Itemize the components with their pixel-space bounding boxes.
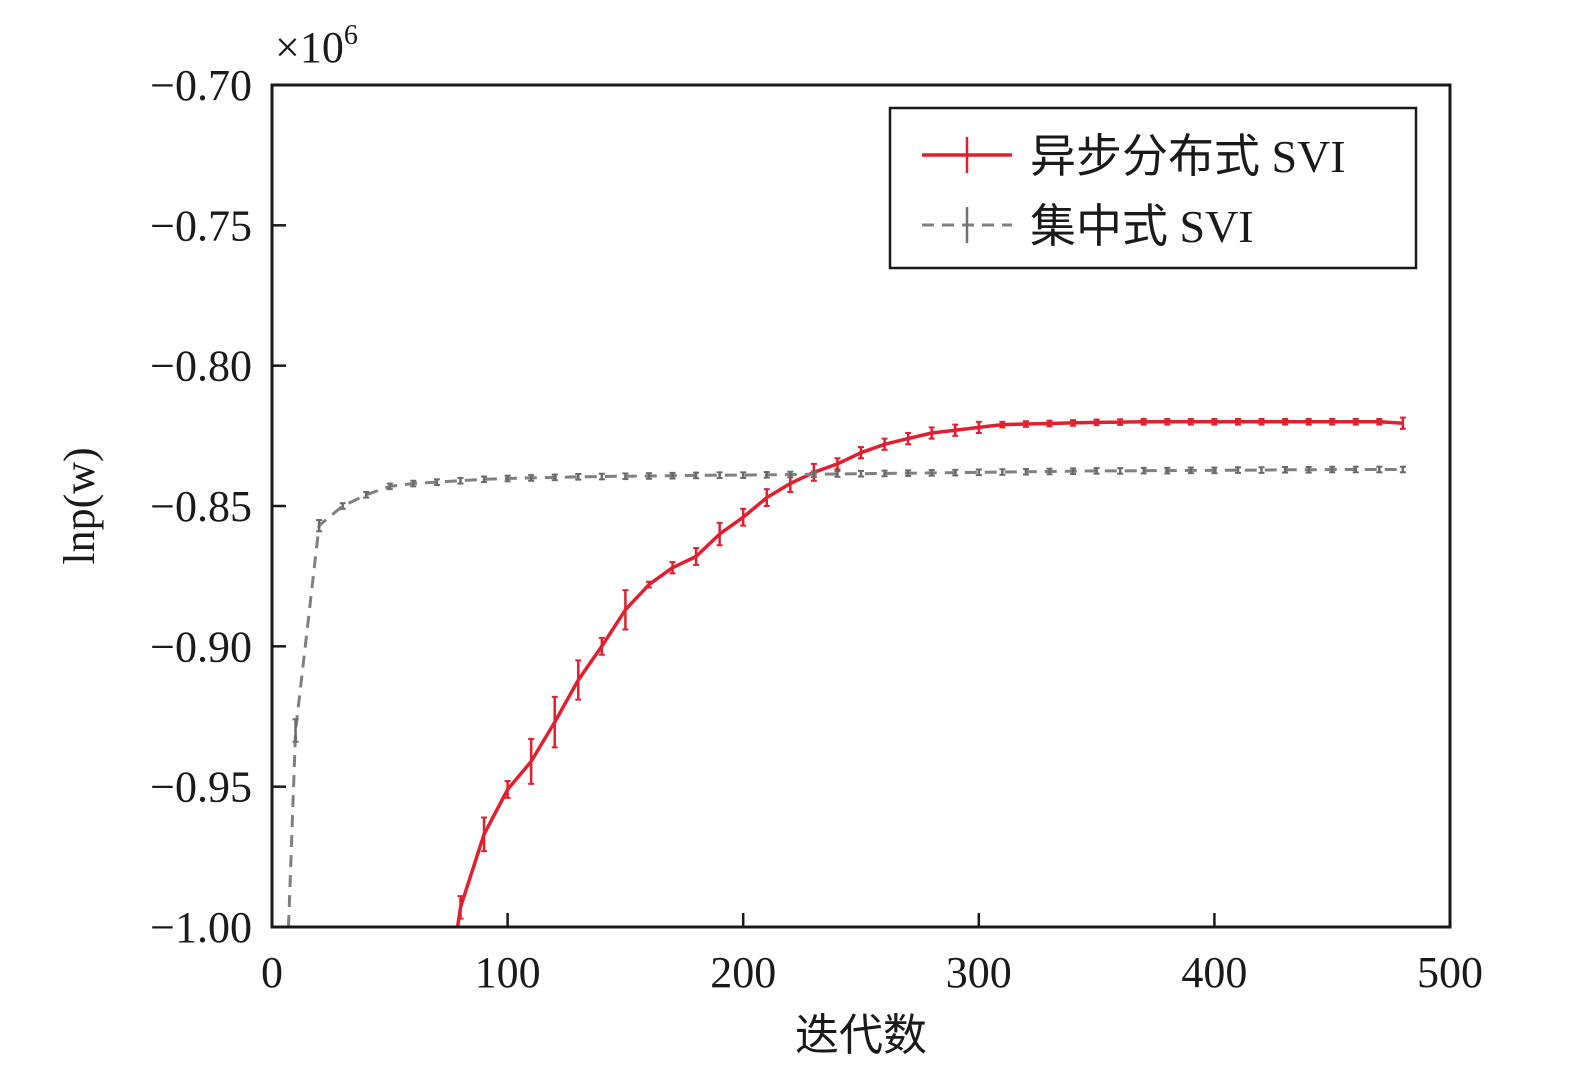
- y-tick-label: −0.85: [150, 482, 252, 531]
- x-tick-label: 300: [946, 948, 1012, 997]
- series-central-svi: [287, 465, 1406, 927]
- x-tick-label: 500: [1417, 948, 1483, 997]
- y-tick-label: −0.70: [150, 61, 252, 110]
- y-tick-label: −1.00: [150, 903, 252, 952]
- series-layer: [287, 416, 1406, 927]
- y-tick-label: −0.90: [150, 622, 252, 671]
- legend-label-central: 集中式 SVI: [1030, 201, 1254, 252]
- legend-label-async: 异步分布式 SVI: [1030, 131, 1346, 182]
- y-tick-label: −0.80: [150, 342, 252, 391]
- x-tick-label: 0: [261, 948, 283, 997]
- legend-entry-async: 异步分布式 SVI: [922, 131, 1346, 182]
- y-tick-label: −0.95: [150, 763, 252, 812]
- series-line-central-svi: [287, 468, 1403, 927]
- y-tick-label: −0.75: [150, 201, 252, 250]
- legend: 异步分布式 SVI 集中式 SVI: [888, 106, 1418, 270]
- series-async-svi: [455, 416, 1406, 927]
- x-axis-title: 迭代数: [795, 1011, 927, 1060]
- y-axis-multiplier-base: ×10: [275, 23, 344, 72]
- legend-box: [888, 106, 1418, 270]
- legend-entry-central: 集中式 SVI: [922, 201, 1254, 252]
- x-axis-ticks: 0 100 200 300 400 500: [261, 913, 1483, 997]
- y-axis-multiplier: ×106: [275, 20, 358, 72]
- x-tick-label: 200: [710, 948, 776, 997]
- x-tick-label: 100: [475, 948, 541, 997]
- x-tick-label: 400: [1181, 948, 1247, 997]
- y-axis-multiplier-exponent: 6: [344, 20, 358, 51]
- y-axis-title: lnp(w): [55, 447, 104, 564]
- y-axis-ticks: −0.70 −0.75 −0.80 −0.85 −0.90 −0.95 −1.00: [150, 61, 286, 952]
- series-line-async-svi: [455, 420, 1404, 927]
